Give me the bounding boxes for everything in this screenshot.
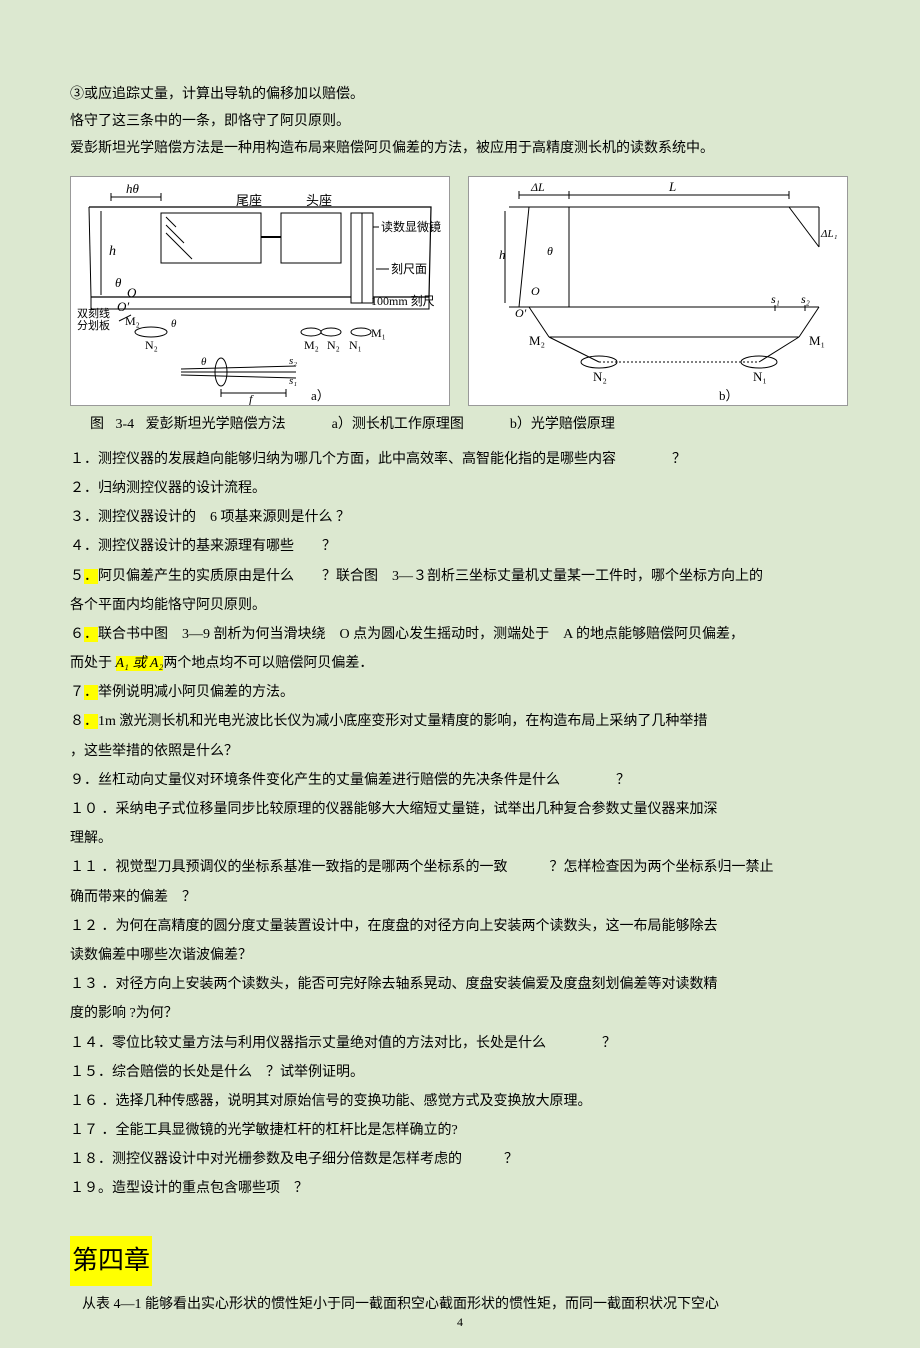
label-M1: M₁ [371,326,386,340]
q1-mark: ？ [672,452,686,467]
q3-mark: ？ [336,510,350,525]
q5-text3: 各个平面内均能恪守阿贝原则。 [70,593,850,618]
q6-text2: 而处于 [70,656,112,671]
q13-b: 度的影响 ?为何？ [70,1001,850,1026]
intro-line-2: 恪守了这三条中的一条，即恪守了阿贝原则。 [70,109,850,134]
q1: １．测控仪器的发展趋向能够归纳为哪几个方面，此中高效率、高智能化指的是哪些内容 [70,452,616,467]
q4: ４．测控仪器设计的基来源理有哪些 [70,539,294,554]
page: ③或应追踪丈量，计算出导轨的偏移加以赔偿。 恪守了这三条中的一条，即恪守了阿贝原… [0,0,920,1348]
label-microscope: 读数显微镜 [381,219,441,234]
label-reticle2: 分划板 [77,318,110,332]
q12-b: 读数偏差中哪些次谐波偏差？ [70,943,850,968]
label-M2-b: M₂ [529,333,545,348]
label-N2a: N₂ [145,338,158,352]
q6-text1: 联合书中图 3—9 剖析为何当滑块绕 O 点为圆心发生摇动时，测端处于 A 的地… [98,627,744,642]
label-s1b: s₁ [771,292,780,306]
intro-line-1: ③或应追踪丈量，计算出导轨的偏移加以赔偿。 [70,82,850,107]
label-subb: b） [719,388,739,403]
q5-num: ５ [70,569,84,584]
q7-num: ７ [70,685,84,700]
label-suba: a） [311,388,330,403]
label-N2b: N₂ [327,338,340,352]
figure-a: h θ hθ 尾座 头座 [70,176,450,406]
q5-dot: ． [84,569,98,584]
page-number: 4 [0,1312,920,1334]
label-N1: N₁ [349,338,362,352]
caption-prefix: 图 3-4 爱彭斯坦光学赔偿方法 [90,417,286,432]
label-theta: θ [115,275,122,290]
q10-b: 理解。 [70,826,850,851]
label-scaleface: 刻尺面 [391,262,427,276]
label-f: f [249,392,254,405]
q14: １４．零位比较丈量方法与利用仪器指示丈量绝对值的方法对比，长处是什么 [70,1036,546,1051]
q8-text2: ，这些举措的依照是什么？ [70,739,850,764]
q2: ２．归纳测控仪器的设计流程。 [70,476,850,501]
q8-dot: ． [84,714,98,729]
q9: ９．丝杠动向丈量仪对环境条件变化产生的丈量偏差进行赔偿的先决条件是什么 [70,773,560,788]
label-s2: s₂ [289,355,297,367]
label-theta-b: θ [547,244,553,258]
label-M2: M₂ [125,314,140,328]
label-dL: ΔL [530,180,545,194]
label-M1-b: M₁ [809,333,825,348]
figure-row: h θ hθ 尾座 头座 [70,176,850,406]
label-scale100: 100mm 刻尺 [371,294,435,308]
label-htheta: hθ [126,181,140,196]
q18-mark: ？ [504,1152,518,1167]
label-h: h [109,244,116,259]
figure-caption: 图 3-4 爱彭斯坦光学赔偿方法 a）测长机工作原理图 b）光学赔偿原理 [90,412,850,437]
q11-a: １１ ．视觉型刀具预调仪的坐标系基准一致指的是哪两个坐标系的一致 [70,860,508,875]
q5-text1: 阿贝偏差产生的实质原由是什么 [98,569,294,584]
caption-b: b）光学赔偿原理 [510,417,615,432]
label-O: O [127,285,137,300]
q7-dot: ． [84,685,98,700]
q12-a: １２ ．为何在高精度的圆分度丈量装置设计中，在度盘的对径方向上安装两个读数头，这… [70,914,850,939]
q16: １６ ．选择几种传感器，说明其对原始信号的变换功能、感觉方式及变换放大原理。 [70,1089,850,1114]
label-theta3: θ [201,356,207,368]
label-Oprime: O′ [117,299,129,314]
label-O-b: O [531,284,540,298]
label-dL1: ΔL₁ [820,228,838,240]
label-L: L [668,179,676,194]
label-N1-b: N₁ [753,369,767,384]
q8-num: ８ [70,714,84,729]
q9-mark: ？ [616,773,630,788]
q6-text3: 两个地点均不可以赔偿阿贝偏差． [163,656,373,671]
q11-b: ？怎样检查因为两个坐标系归一禁止 [550,860,774,875]
label-tailstock: 尾座 [236,193,262,208]
q3: ３．测控仪器设计的 6 项基来源则是什么 [70,510,333,525]
label-N2-b: N₂ [593,369,607,384]
chapter-heading: 第四章 [70,1236,152,1287]
q14-mark: ？ [602,1036,616,1051]
q5-text2: ？联合图 3—３剖析三坐标丈量机丈量某一工件时，哪个坐标方向上的 [322,569,763,584]
q13-a: １３ ．对径方向上安装两个读数头，能否可完好除去轴系晃动、度盘安装偏爱及度盘刻划… [70,972,850,997]
q18: １８．测控仪器设计中对光栅参数及电子细分倍数是怎样考虑的 [70,1152,462,1167]
q17: １７ ．全能工具显微镜的光学敏捷杠杆的杠杆比是怎样确立的? [70,1118,850,1143]
intro-block: ③或应追踪丈量，计算出导轨的偏移加以赔偿。 恪守了这三条中的一条，即恪守了阿贝原… [70,82,850,162]
q7-text: 举例说明减小阿贝偏差的方法。 [98,685,294,700]
label-headstock: 头座 [306,193,332,208]
label-theta2: θ [171,318,177,330]
q4-mark: ？ [322,539,336,554]
q6-a1a2: A₁ 或 A₂ [116,656,164,671]
caption-a: a）测长机工作原理图 [332,417,464,432]
q8-text1: 1m 激光测长机和光电光波比长仪为减小底座变形对丈量精度的影响，在构造布局上采纳… [98,714,707,729]
intro-line-3: 爱彭斯坦光学赔偿方法是一种用构造布局来赔偿阿贝偏差的方法，被应用于高精度测长机的… [70,136,850,161]
q6-dot: ． [84,627,98,642]
label-Oprime-b: O′ [515,306,527,320]
label-reticle: 双刻线 [77,306,110,320]
q11-c: 确而带来的偏差 ？ [70,885,850,910]
label-s1: s₁ [289,375,297,387]
label-s2b: s₂ [801,292,810,306]
question-list: １．测控仪器的发展趋向能够归纳为哪几个方面，此中高效率、高智能化指的是哪些内容 … [70,447,850,1202]
figure-b: ΔL L ΔL₁ θ h O O′ s₁ s₂ [468,176,848,406]
q15: １５．综合赔偿的长处是什么 ？试举例证明。 [70,1060,850,1085]
label-M2b: M₂ [304,338,319,352]
q6-num: ６ [70,627,84,642]
q10-a: １０ ．采纳电子式位移量同步比较原理的仪器能够大大缩短丈量链，试举出几种复合参数… [70,797,850,822]
q19: １９。造型设计的重点包含哪些项 ？ [70,1176,850,1201]
